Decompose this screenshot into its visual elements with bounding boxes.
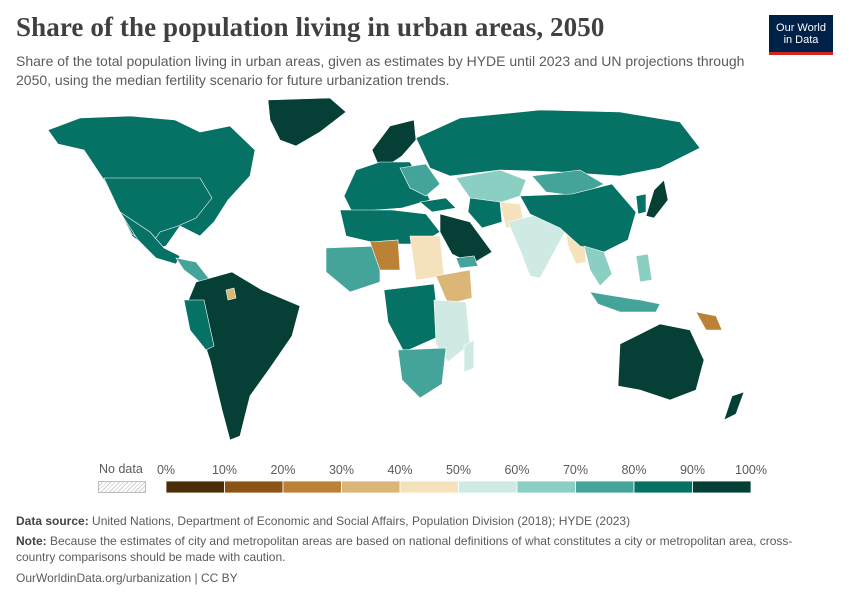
region-southeast-asia[interactable]: [583, 245, 613, 287]
legend-bin-3[interactable]: [341, 480, 401, 494]
legend-tick-label: 20%: [270, 463, 295, 477]
region-eastern-europe[interactable]: [399, 163, 441, 197]
region-greenland[interactable]: [267, 97, 347, 147]
owid-logo[interactable]: Our World in Data: [769, 15, 833, 55]
data-note: Note: Because the estimates of city and …: [16, 533, 816, 565]
region-turkey[interactable]: [419, 197, 457, 213]
region-madagascar[interactable]: [463, 339, 475, 373]
source-text: United Nations, Department of Economic a…: [88, 514, 631, 528]
map-legend: No data 0% 10% 20% 30% 40% 50% 60% 70% 80% 90% 100…: [0, 460, 850, 500]
region-russia[interactable]: [415, 109, 701, 177]
note-text: Because the estimates of city and metrop…: [16, 534, 793, 564]
legend-tick-label: 40%: [387, 463, 412, 477]
chart-title: Share of the population living in urban …: [16, 12, 605, 42]
legend-no-data-swatch[interactable]: [98, 481, 146, 493]
region-scandinavia[interactable]: [371, 119, 417, 165]
legend-tick-label: 50%: [446, 463, 471, 477]
source-url[interactable]: OurWorldinData.org/urbanization | CC BY: [16, 571, 238, 585]
region-iran[interactable]: [467, 197, 503, 229]
region-australia[interactable]: [617, 323, 705, 401]
legend-bin-8[interactable]: [633, 480, 693, 494]
legend-bin-2[interactable]: [282, 480, 342, 494]
region-indonesia[interactable]: [589, 291, 661, 313]
data-source: Data source: United Nations, Department …: [16, 513, 630, 529]
region-philippines[interactable]: [635, 253, 653, 283]
region-china[interactable]: [519, 183, 637, 253]
world-map: [47, 97, 745, 441]
region-new-zealand[interactable]: [723, 391, 745, 421]
legend-tick-label: 100%: [735, 463, 767, 477]
legend-scale: 0% 10% 20% 30% 40% 50% 60% 70% 80% 90% 100%: [157, 463, 767, 494]
legend-tick-label: 0%: [157, 463, 175, 477]
legend-bin-6[interactable]: [516, 480, 576, 494]
logo-line-1: Our World: [776, 21, 826, 34]
legend-tick-label: 80%: [621, 463, 646, 477]
source-label: Data source:: [16, 514, 89, 528]
region-east-africa[interactable]: [433, 299, 471, 363]
region-southern-africa[interactable]: [397, 347, 447, 399]
legend-tick-label: 70%: [563, 463, 588, 477]
region-sudan[interactable]: [409, 235, 445, 281]
legend-bin-0[interactable]: [165, 480, 225, 494]
region-niger-chad[interactable]: [369, 239, 401, 271]
region-ethiopia[interactable]: [435, 269, 473, 305]
region-central-africa[interactable]: [383, 283, 441, 353]
region-korea[interactable]: [635, 193, 647, 215]
region-south-america[interactable]: [185, 271, 301, 441]
region-guianas[interactable]: [225, 287, 237, 301]
region-papua-new-guinea[interactable]: [695, 311, 723, 331]
legend-bin-9[interactable]: [692, 480, 752, 494]
legend-no-data-label: No data: [99, 462, 143, 476]
legend-bin-1[interactable]: [224, 480, 284, 494]
logo-line-2: in Data: [783, 33, 819, 46]
note-label: Note:: [16, 534, 47, 548]
region-andes[interactable]: [183, 299, 215, 351]
legend-bin-5[interactable]: [458, 480, 518, 494]
legend-tick-label: 90%: [680, 463, 705, 477]
region-central-asia[interactable]: [455, 169, 527, 205]
legend-bin-7[interactable]: [575, 480, 635, 494]
region-japan[interactable]: [645, 179, 669, 219]
region-central-america[interactable]: [175, 257, 211, 283]
legend-tick-label: 30%: [329, 463, 354, 477]
legend-bin-4[interactable]: [399, 480, 459, 494]
legend-tick-label: 10%: [212, 463, 237, 477]
legend-tick-label: 60%: [504, 463, 529, 477]
region-yemen[interactable]: [455, 255, 479, 269]
chart-subtitle: Share of the total population living in …: [16, 53, 745, 88]
region-west-africa[interactable]: [325, 245, 381, 293]
